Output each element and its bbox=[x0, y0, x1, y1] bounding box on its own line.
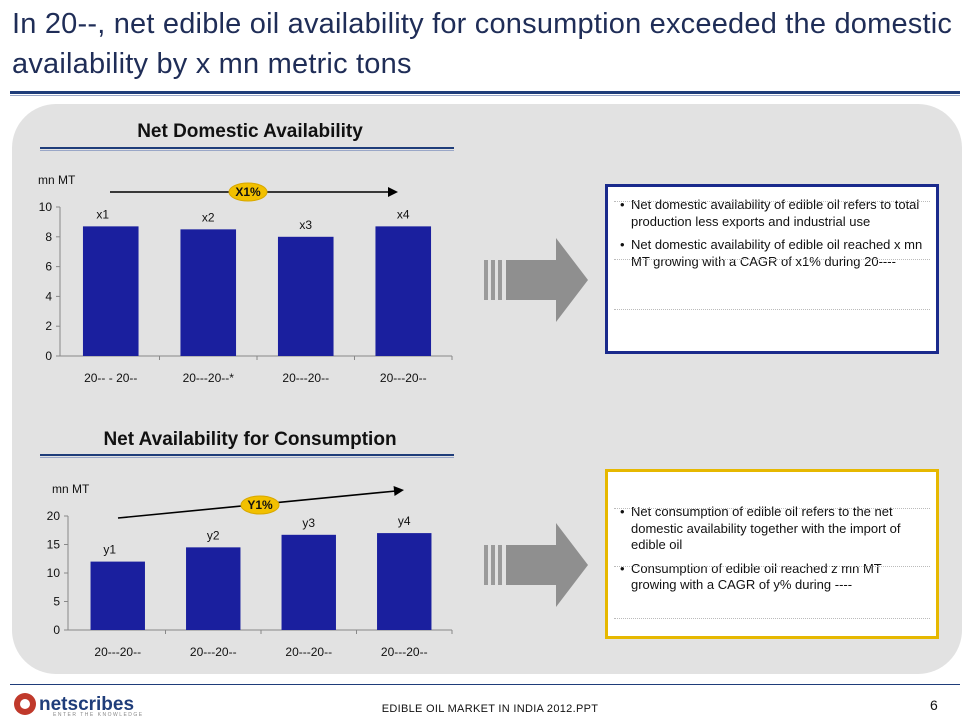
title-divider bbox=[10, 91, 960, 94]
y-axis-label: mn MT bbox=[52, 482, 90, 496]
dotted-rule bbox=[614, 259, 930, 260]
bar-data-label: x4 bbox=[397, 207, 410, 221]
y-tick-label: 4 bbox=[45, 289, 52, 303]
note-bullet: Net domestic availability of edible oil … bbox=[620, 197, 924, 230]
x-tick-label: 20-- - 20-- bbox=[84, 371, 137, 385]
bar-data-label: y4 bbox=[398, 514, 411, 528]
brand-name: netscribes bbox=[39, 693, 135, 715]
right-arrow-icon bbox=[484, 238, 588, 322]
chart-title-rule bbox=[40, 454, 454, 456]
document-name: EDIBLE OIL MARKET IN INDIA 2012.PPT bbox=[381, 703, 599, 715]
x-tick-label: 20---20-- bbox=[380, 371, 427, 385]
chart-title-rule-thin bbox=[40, 150, 454, 151]
bar bbox=[277, 236, 334, 356]
dotted-rule bbox=[614, 309, 930, 310]
y-tick-label: 10 bbox=[47, 566, 61, 580]
chart-title-consumption: Net Availability for Consumption bbox=[103, 429, 397, 450]
bar-data-label: x1 bbox=[96, 207, 109, 221]
x-tick-label: 20---20-- bbox=[94, 645, 141, 659]
chart-title-domestic: Net Domestic Availability bbox=[137, 121, 363, 142]
note-bullet: Net domestic availability of edible oil … bbox=[620, 237, 924, 270]
bar-data-label: x3 bbox=[299, 218, 312, 232]
x-tick-label: 20---20-- bbox=[381, 645, 428, 659]
title-divider-thin bbox=[10, 95, 960, 96]
trend-arrow-head-icon bbox=[388, 187, 398, 197]
y-tick-label: 15 bbox=[47, 538, 61, 552]
y-tick-label: 0 bbox=[53, 623, 60, 637]
cagr-badge bbox=[240, 495, 280, 515]
dotted-rule bbox=[614, 201, 930, 202]
bar bbox=[375, 226, 432, 356]
chart-title-rule bbox=[40, 147, 454, 149]
note-box-domestic: Net domestic availability of edible oil … bbox=[605, 184, 939, 354]
bar-data-label: y3 bbox=[302, 516, 315, 530]
footer-divider bbox=[10, 684, 960, 685]
cagr-badge-label: Y1% bbox=[247, 498, 273, 512]
dotted-rule bbox=[614, 508, 930, 509]
x-tick-label: 20---20-- bbox=[190, 645, 237, 659]
bar bbox=[377, 533, 432, 630]
cagr-badge bbox=[228, 182, 268, 202]
brand-logo: netscribes ENTER THE KNOWLEDGE bbox=[14, 693, 142, 718]
y-tick-label: 2 bbox=[45, 319, 52, 333]
y-tick-label: 8 bbox=[45, 230, 52, 244]
note-box-consumption: Net consumption of edible oil refers to … bbox=[605, 469, 939, 639]
x-tick-label: 20---20--* bbox=[183, 371, 235, 385]
bar-data-label: y2 bbox=[207, 528, 220, 542]
note-bullet: Net consumption of edible oil refers to … bbox=[620, 504, 924, 554]
y-tick-label: 0 bbox=[45, 349, 52, 363]
page-number: 6 bbox=[930, 697, 938, 713]
slide-title: In 20--, net edible oil availability for… bbox=[12, 8, 953, 80]
chart-title-rule-thin bbox=[40, 457, 454, 458]
y-tick-label: 20 bbox=[47, 509, 61, 523]
y-axis-label: mn MT bbox=[38, 173, 76, 187]
y-tick-label: 6 bbox=[45, 260, 52, 274]
right-arrow-icon bbox=[484, 523, 588, 607]
y-tick-label: 10 bbox=[39, 200, 53, 214]
bar bbox=[82, 226, 139, 356]
bar bbox=[180, 229, 237, 356]
bar-data-label: y1 bbox=[103, 543, 116, 557]
bar bbox=[281, 534, 336, 630]
y-tick-label: 5 bbox=[53, 595, 60, 609]
brand-tagline: ENTER THE KNOWLEDGE bbox=[53, 712, 144, 718]
x-tick-label: 20---20-- bbox=[285, 645, 332, 659]
bar bbox=[186, 547, 241, 630]
x-tick-label: 20---20-- bbox=[282, 371, 329, 385]
trend-arrow-head-icon bbox=[393, 485, 404, 496]
note-bullet: Consumption of edible oil reached z mn M… bbox=[620, 561, 924, 594]
bar-data-label: x2 bbox=[202, 210, 215, 224]
cagr-badge-label: X1% bbox=[235, 185, 261, 199]
dotted-rule bbox=[614, 566, 930, 567]
dotted-rule bbox=[614, 618, 930, 619]
bar bbox=[90, 561, 145, 630]
logo-icon bbox=[14, 693, 36, 715]
